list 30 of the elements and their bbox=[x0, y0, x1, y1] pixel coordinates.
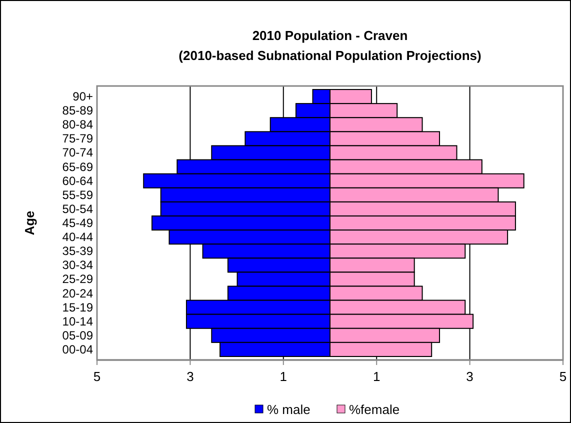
y-tick-label: 10-14 bbox=[62, 314, 94, 328]
y-tick-label: 00-04 bbox=[62, 342, 94, 356]
y-tick-label: 50-54 bbox=[62, 202, 94, 216]
legend-label: % male bbox=[267, 402, 310, 417]
y-tick-label: 65-69 bbox=[62, 160, 94, 174]
x-tick-label: 5 bbox=[93, 369, 101, 384]
y-tick-label: 75-79 bbox=[62, 132, 94, 146]
y-tick-label: 55-59 bbox=[62, 188, 94, 202]
x-tick-label: 1 bbox=[372, 369, 380, 384]
y-tick-label: 30-34 bbox=[62, 258, 94, 272]
x-tick-label: 3 bbox=[466, 369, 474, 384]
y-axis-title: Age bbox=[22, 210, 37, 236]
chart-subtitle: (2010-based Subnational Population Projections) bbox=[178, 48, 482, 63]
y-tick-label: 45-49 bbox=[62, 216, 94, 230]
y-tick-label: 40-44 bbox=[62, 230, 94, 244]
y-tick-label: 80-84 bbox=[62, 118, 94, 132]
y-tick-label: 25-29 bbox=[62, 272, 94, 286]
y-tick-label: 90+ bbox=[72, 90, 93, 104]
y-tick-label: 85-89 bbox=[62, 104, 94, 118]
y-tick-label: 15-19 bbox=[62, 300, 94, 314]
y-tick-label: 35-39 bbox=[62, 244, 94, 258]
x-tick-label: 3 bbox=[186, 369, 194, 384]
legend-label: %female bbox=[349, 402, 400, 417]
y-tick-label: 05-09 bbox=[62, 328, 94, 342]
x-tick-label: 5 bbox=[559, 369, 567, 384]
x-tick-label: 1 bbox=[280, 369, 288, 384]
y-tick-label: 20-24 bbox=[62, 286, 94, 300]
y-tick-label: 60-64 bbox=[62, 174, 94, 188]
y-tick-label: 70-74 bbox=[62, 146, 94, 160]
chart-title: 2010 Population - Craven bbox=[252, 28, 408, 43]
